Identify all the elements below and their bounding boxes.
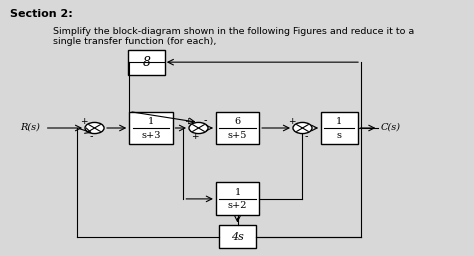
Circle shape (293, 122, 312, 134)
Text: s+5: s+5 (228, 131, 247, 140)
FancyBboxPatch shape (216, 183, 259, 215)
Text: +: + (191, 132, 199, 141)
Circle shape (85, 122, 104, 134)
Text: -: - (304, 131, 308, 141)
Text: C(s): C(s) (381, 122, 401, 131)
Text: +: + (288, 117, 295, 126)
Text: 6: 6 (235, 117, 241, 126)
FancyBboxPatch shape (129, 112, 173, 144)
Text: s+2: s+2 (228, 201, 247, 210)
Text: -: - (89, 131, 93, 141)
FancyBboxPatch shape (128, 49, 165, 75)
Text: 4s: 4s (231, 232, 244, 242)
Text: R(s): R(s) (20, 122, 40, 131)
Text: +: + (184, 117, 191, 126)
Text: -: - (203, 115, 207, 125)
Text: s+3: s+3 (141, 131, 161, 140)
Text: 1: 1 (148, 117, 154, 126)
FancyBboxPatch shape (321, 112, 358, 144)
Circle shape (189, 122, 208, 134)
Text: s: s (337, 131, 342, 140)
Text: 1: 1 (234, 188, 241, 197)
Text: +: + (80, 117, 88, 126)
Text: 1: 1 (336, 117, 342, 126)
Text: Simplify the block-diagram shown in the following Figures and reduce it to a
sin: Simplify the block-diagram shown in the … (54, 27, 415, 46)
Text: Section 2:: Section 2: (10, 9, 73, 19)
FancyBboxPatch shape (216, 112, 259, 144)
FancyBboxPatch shape (219, 226, 256, 248)
Text: 8: 8 (143, 56, 151, 69)
